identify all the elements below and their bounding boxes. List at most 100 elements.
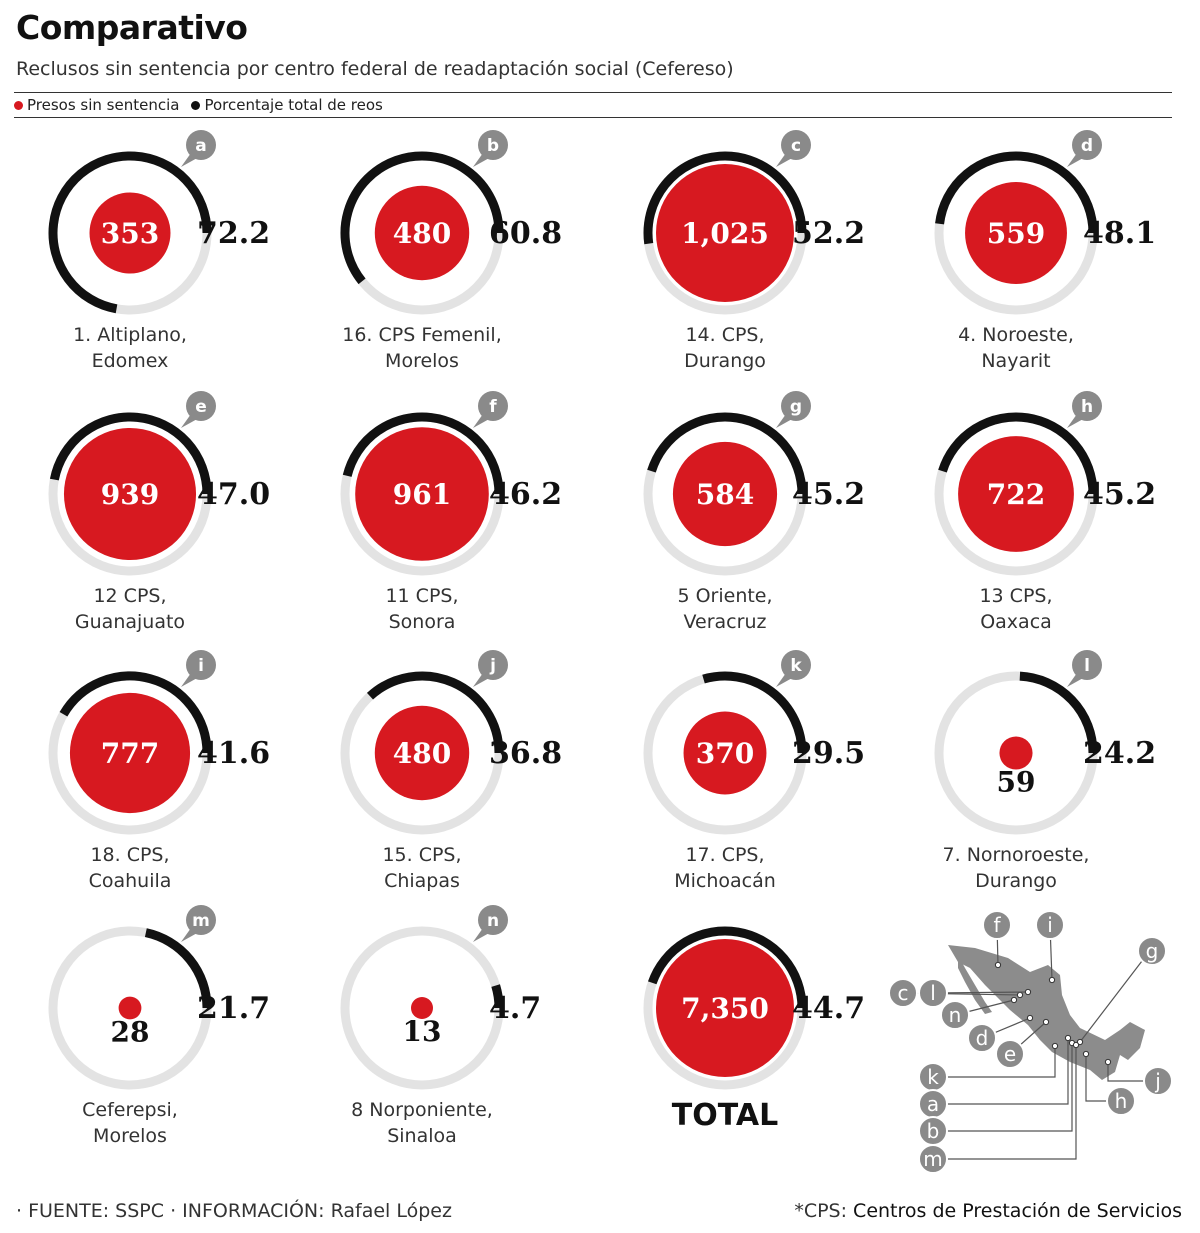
map-callout-text-g: g — [1146, 939, 1159, 963]
gauge-i: 777 41.6 i 18. CPS, Coahuila — [48, 650, 270, 892]
map-point-j — [1104, 1058, 1112, 1066]
prisoners-label: 559 — [987, 217, 1045, 250]
location-line2: Morelos — [385, 350, 459, 372]
map-leader-m — [947, 1045, 1077, 1160]
map-callout-text-l: l — [930, 981, 936, 1005]
map-leader-l — [932, 991, 1029, 994]
location-line1: 17. CPS, — [685, 844, 764, 866]
letter-badge — [781, 650, 811, 680]
letter-badge-text: k — [790, 656, 802, 676]
map-callout-text-n: n — [949, 1003, 962, 1027]
map-callout-l — [918, 978, 948, 1008]
percent-label: 47.0 — [197, 477, 270, 512]
prisoners-circle — [374, 705, 470, 801]
map-callout-m — [918, 1144, 948, 1174]
percent-label: 48.1 — [1083, 216, 1156, 251]
letter-badge-text: f — [489, 397, 497, 417]
legend-item-percent: Porcentaje total de reos — [191, 96, 383, 114]
letter-badge-text: m — [192, 911, 210, 931]
percent-arc — [48, 151, 212, 314]
percent-arc — [491, 984, 504, 1009]
percent-arc — [935, 151, 1098, 234]
map-callout-h — [1106, 1086, 1136, 1116]
source-note: · FUENTE: SSPC · INFORMACIÓN: Rafael Lóp… — [16, 1200, 452, 1222]
top-divider — [14, 92, 1172, 93]
percent-arc — [647, 412, 807, 495]
map-point-d — [1026, 1014, 1034, 1022]
location-line1: 13 CPS, — [979, 585, 1052, 607]
prisoners-label: 353 — [101, 217, 159, 250]
cps-note-prefix: *CPS: — [794, 1200, 847, 1222]
map-callout-text-e: e — [1004, 1042, 1016, 1066]
percent-arc — [643, 151, 807, 245]
gauge-f: 961 46.2 f 11 CPS, Sonora — [340, 391, 562, 633]
location-line2: Nayarit — [981, 350, 1050, 372]
map-callout-c — [888, 978, 918, 1008]
map-callout-f — [982, 910, 1012, 940]
gauge-e: 939 47.0 e 12 CPS, Guanajuato — [48, 391, 270, 633]
gauge-m: 28 21.7 m Ceferepsi, Morelos — [48, 905, 270, 1147]
letter-badge — [781, 130, 811, 160]
location-line1: 11 CPS, — [385, 585, 458, 607]
prisoners-label: 28 — [111, 1015, 150, 1048]
percent-arc — [144, 928, 212, 1009]
letter-badge — [186, 650, 216, 680]
gauge-k: 370 29.5 k 17. CPS, Michoacán — [643, 650, 865, 892]
percent-arc — [49, 412, 212, 495]
letter-badge — [186, 130, 216, 160]
location-line2: Sonora — [389, 611, 456, 633]
prisoners-label: 480 — [393, 737, 451, 770]
radial-chart: 353 72.2 a 1. Altiplano, Edomex 480 60.8 b 16. C… — [48, 130, 1173, 1174]
percent-label: 4.7 — [489, 991, 541, 1026]
letter-badge-text: d — [1081, 136, 1093, 156]
prisoners-label: 7,350 — [681, 992, 769, 1025]
percent-label: 45.2 — [792, 477, 865, 512]
map-callout-text-h: h — [1115, 1089, 1128, 1113]
prisoners-circle — [958, 436, 1074, 552]
percent-label: 72.2 — [197, 216, 270, 251]
percent-label: 41.6 — [197, 736, 270, 771]
location-line1: 8 Norponiente, — [351, 1099, 493, 1121]
letter-badge — [1072, 391, 1102, 421]
map-point-a — [1064, 1034, 1072, 1042]
percent-label: 44.7 — [792, 991, 865, 1026]
gauge-h: 722 45.2 h 13 CPS, Oaxaca — [934, 391, 1156, 633]
percent-label: 29.5 — [792, 736, 865, 771]
map-callout-text-d: d — [976, 1026, 989, 1050]
location-line2: Edomex — [92, 350, 169, 372]
map-leader-h — [1085, 1054, 1107, 1102]
map-callout-text-f: f — [993, 913, 1001, 937]
legend-divider — [14, 117, 1172, 118]
gauge-g: 584 45.2 g 5 Oriente, Veracruz — [643, 391, 865, 633]
letter-badge-text: e — [195, 397, 207, 417]
map-point-h — [1082, 1050, 1090, 1058]
prisoners-circle — [69, 692, 191, 814]
gauge-a: 353 72.2 a 1. Altiplano, Edomex — [48, 130, 270, 372]
prisoners-label: 480 — [393, 217, 451, 250]
prisoners-label: 13 — [403, 1015, 442, 1048]
letter-badge — [186, 391, 216, 421]
map-callout-text-a: a — [927, 1092, 939, 1116]
prisoners-circle — [374, 185, 470, 281]
location-line1: 18. CPS, — [90, 844, 169, 866]
map-leader-a — [947, 1038, 1069, 1105]
map-point-f — [994, 961, 1002, 969]
map-callout-j — [1143, 1066, 1173, 1096]
letter-badge-text: h — [1081, 397, 1093, 417]
map-leader-b — [947, 1043, 1073, 1132]
percent-arc — [647, 926, 807, 1009]
letter-badge-text: l — [1084, 656, 1090, 676]
gauge-d: 559 48.1 d 4. Noroeste, Nayarit — [934, 130, 1156, 372]
letter-badge — [781, 391, 811, 421]
location-line2: Durango — [684, 350, 766, 372]
location-line1: 16. CPS Femenil, — [342, 324, 502, 346]
legend-black-dot — [191, 100, 201, 110]
location-line1: 5 Oriente, — [677, 585, 772, 607]
percent-label: 52.2 — [792, 216, 865, 251]
map-callout-g — [1137, 936, 1167, 966]
letter-badge — [478, 905, 508, 935]
location-line1: 12 CPS, — [93, 585, 166, 607]
percent-arc — [366, 671, 504, 754]
prisoners-label: 961 — [393, 478, 451, 511]
